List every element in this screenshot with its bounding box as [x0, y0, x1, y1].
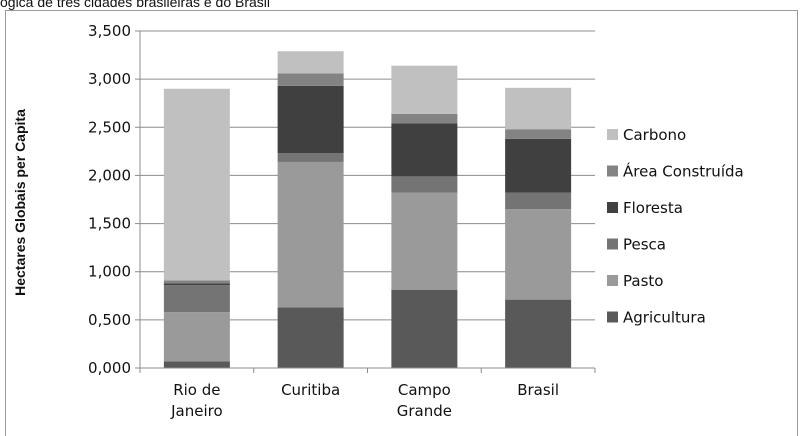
legend-label: Carbono — [623, 126, 686, 144]
x-category-label: Grande — [397, 402, 452, 420]
bar-segment — [505, 299, 572, 368]
bar-segment — [505, 138, 572, 193]
legend-swatch — [607, 202, 618, 213]
bar-segment — [163, 280, 230, 284]
bar-segment — [163, 283, 230, 286]
figure-caption: ógica de três cidades brasileiras e do B… — [0, 0, 271, 10]
legend-label: Floresta — [623, 199, 683, 217]
bar-segment — [277, 73, 344, 86]
y-tick-label: 1,000 — [88, 263, 131, 281]
y-tick-labels: 0,000 0,500 1,000 1,500 2,000 2,500 3,000 3,500 — [88, 22, 131, 377]
bars — [163, 51, 572, 368]
bar-segment — [391, 176, 458, 193]
legend: Carbono Área Construída Floresta Pesca Pasto… — [607, 126, 744, 327]
y-tick-label: 3,000 — [88, 70, 131, 88]
bar-segment — [163, 285, 230, 313]
bar-segment — [277, 85, 344, 154]
x-category-label: Rio de — [173, 381, 220, 399]
bar-segment — [505, 129, 572, 139]
legend-label: Agricultura — [623, 309, 706, 327]
bar-segment — [391, 290, 458, 368]
legend-swatch — [607, 275, 618, 286]
bar-segment — [391, 113, 458, 124]
bar-segment — [505, 209, 572, 300]
legend-swatch — [607, 311, 618, 323]
bar-segment — [163, 312, 230, 362]
bar-segment — [277, 51, 344, 74]
x-category-label: Campo — [398, 381, 451, 399]
legend-label: Pasto — [623, 272, 663, 290]
legend-label: Pesca — [623, 236, 666, 254]
chart-frame — [5, 10, 798, 436]
bar-segment — [163, 88, 230, 281]
y-tick-label: 3,500 — [88, 22, 131, 40]
bar-segment — [505, 87, 572, 130]
bar-segment — [277, 161, 344, 308]
y-tick-label: 0,500 — [88, 311, 131, 329]
x-category-label: Janeiro — [170, 402, 223, 420]
legend-swatch — [607, 129, 618, 140]
y-tick-label: 2,500 — [88, 118, 131, 136]
y-tick-label: 1,500 — [88, 215, 131, 233]
y-tick-label: 0,000 — [88, 359, 131, 377]
y-axis-label: Hectares Globais per Capita — [12, 109, 28, 296]
bar-segment — [163, 361, 230, 368]
x-category-label: Brasil — [517, 381, 559, 399]
legend-label: Área Construída — [623, 162, 744, 181]
bar-segment — [391, 65, 458, 114]
axes — [139, 31, 596, 373]
legend-swatch — [607, 238, 618, 250]
bar-segment — [505, 192, 572, 210]
bar-segment — [391, 192, 458, 291]
x-category-labels: Rio de Janeiro Curitiba Campo Grande Brasil — [170, 381, 559, 420]
bar-segment — [277, 153, 344, 162]
bar-segment — [391, 123, 458, 177]
x-category-label: Curitiba — [281, 381, 340, 399]
legend-swatch — [607, 165, 618, 177]
y-tick-label: 2,000 — [88, 166, 131, 184]
bar-segment — [277, 307, 344, 368]
